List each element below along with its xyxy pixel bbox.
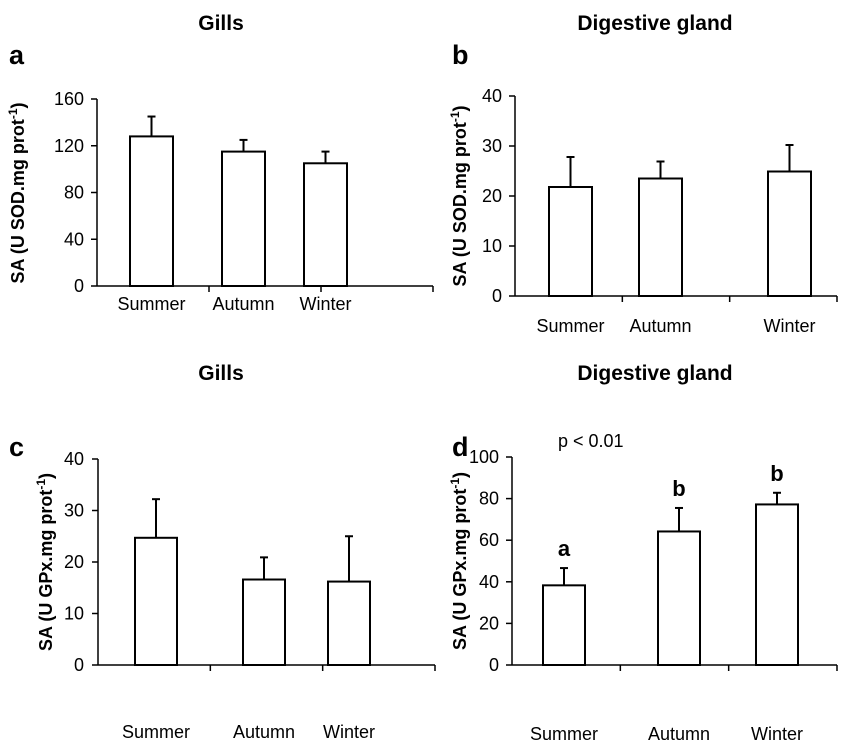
y-tick-label: 0 bbox=[74, 655, 84, 675]
bar bbox=[657, 530, 701, 666]
significance-letter: b bbox=[770, 461, 783, 486]
chart-panel-c: Gills c SA (U GPx.mg prot-1) 0 10 20 30 40 Summe… bbox=[9, 362, 436, 742]
bar bbox=[242, 578, 286, 667]
chart-panel-d: Digestive gland d SA (U GPx.mg prot-1) 0 20 4… bbox=[448, 362, 838, 744]
y-tick-label: 40 bbox=[479, 572, 499, 592]
significance-letter: b bbox=[672, 476, 685, 501]
chart-title: Digestive gland bbox=[577, 362, 732, 385]
bar bbox=[767, 170, 812, 297]
x-tick-label: Summer bbox=[536, 316, 604, 336]
x-tick-label: Summer bbox=[117, 294, 185, 314]
y-axis-label: SA (U GPx.mg prot-1) bbox=[448, 472, 470, 650]
x-tick-label: Summer bbox=[122, 722, 190, 742]
x-tick-label: Autumn bbox=[648, 724, 710, 744]
y-tick-label: 30 bbox=[482, 136, 502, 156]
y-axis-label-close: ) bbox=[36, 473, 56, 479]
x-tick-label: Autumn bbox=[233, 722, 295, 742]
y-tick-label: 20 bbox=[479, 613, 499, 633]
y-axis-label: SA (U SOD.mg prot-1) bbox=[448, 105, 470, 286]
x-tick-label: Summer bbox=[530, 724, 598, 744]
bar bbox=[221, 150, 266, 287]
y-tick-label: 0 bbox=[492, 286, 502, 306]
x-tick-label: Winter bbox=[323, 722, 375, 742]
y-tick-label: 20 bbox=[64, 552, 84, 572]
y-tick-label: 20 bbox=[482, 186, 502, 206]
bar bbox=[638, 177, 683, 297]
panel-label: c bbox=[9, 432, 24, 462]
y-tick-label: 10 bbox=[64, 604, 84, 624]
y-axis-label: SA (U SOD.mg prot-1) bbox=[6, 102, 28, 283]
bar bbox=[129, 135, 174, 287]
x-tick-label: Autumn bbox=[212, 294, 274, 314]
panel-label: d bbox=[452, 432, 469, 462]
y-axis-label-close: ) bbox=[8, 102, 28, 108]
bar bbox=[542, 584, 586, 666]
significance-letter: a bbox=[558, 536, 571, 561]
bar bbox=[303, 162, 348, 287]
p-value-annotation: p < 0.01 bbox=[558, 431, 624, 451]
y-axis-label-superscript: -1 bbox=[448, 111, 462, 122]
y-tick-label: 100 bbox=[469, 447, 499, 467]
panel-label: a bbox=[9, 40, 25, 70]
chart-panel-a: Gills a SA (U SOD.mg prot-1) 0 40 80 120 160 Sum… bbox=[6, 12, 434, 314]
y-tick-label: 160 bbox=[54, 89, 84, 109]
y-tick-label: 40 bbox=[64, 229, 84, 249]
y-axis-label-main: SA (U GPx.mg prot bbox=[450, 489, 470, 650]
y-axis-label-superscript: -1 bbox=[6, 108, 20, 119]
bar bbox=[134, 536, 178, 666]
chart-panel-b: Digestive gland b SA (U SOD.mg prot-1) 0 10 2… bbox=[448, 12, 838, 336]
bar bbox=[327, 580, 371, 667]
y-tick-label: 0 bbox=[74, 276, 84, 296]
chart-title: Gills bbox=[198, 362, 244, 385]
y-axis-label-close: ) bbox=[450, 105, 470, 111]
y-tick-label: 60 bbox=[479, 530, 499, 550]
y-axis-label-superscript: -1 bbox=[34, 479, 48, 490]
y-axis-label-main: SA (U SOD.mg prot bbox=[450, 122, 470, 286]
y-tick-label: 40 bbox=[482, 86, 502, 106]
bar bbox=[755, 503, 799, 667]
y-axis-label-close: ) bbox=[450, 472, 470, 478]
x-tick-label: Winter bbox=[763, 316, 815, 336]
y-axis-label: SA (U GPx.mg prot-1) bbox=[34, 473, 56, 651]
bar bbox=[548, 186, 593, 297]
y-tick-label: 10 bbox=[482, 236, 502, 256]
y-tick-label: 80 bbox=[64, 183, 84, 203]
x-tick-label: Winter bbox=[751, 724, 803, 744]
y-tick-label: 80 bbox=[479, 489, 499, 509]
x-tick-label: Winter bbox=[299, 294, 351, 314]
y-axis-label-main: SA (U GPx.mg prot bbox=[36, 490, 56, 651]
y-tick-label: 0 bbox=[489, 655, 499, 675]
y-tick-label: 30 bbox=[64, 501, 84, 521]
panel-label: b bbox=[452, 40, 469, 70]
y-axis-label-superscript: -1 bbox=[448, 478, 462, 489]
y-tick-label: 40 bbox=[64, 449, 84, 469]
chart-title: Digestive gland bbox=[577, 12, 732, 35]
x-tick-label: Autumn bbox=[629, 316, 691, 336]
y-axis-label-main: SA (U SOD.mg prot bbox=[8, 119, 28, 283]
chart-title: Gills bbox=[198, 12, 244, 35]
y-tick-label: 120 bbox=[54, 136, 84, 156]
